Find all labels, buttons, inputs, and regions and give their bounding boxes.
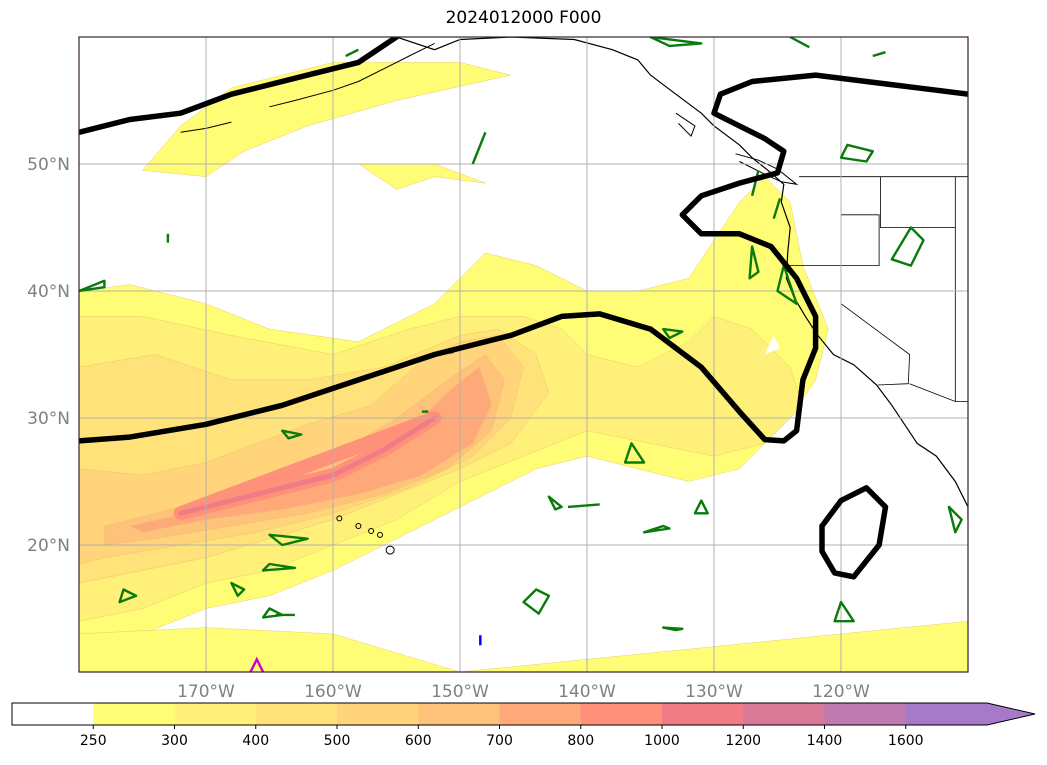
state-border-line bbox=[909, 383, 968, 402]
green-contour bbox=[890, 226, 925, 267]
magenta-contour bbox=[249, 656, 265, 672]
colorbar-tick-label: 1200 bbox=[725, 733, 761, 749]
shaded-region-250 bbox=[358, 163, 486, 190]
green-contour bbox=[230, 581, 246, 597]
state-border-line bbox=[880, 176, 956, 228]
green-contour bbox=[345, 48, 359, 58]
lon-tick-label: 160°W bbox=[304, 682, 362, 702]
green-contour-layer bbox=[79, 37, 963, 672]
black-contour bbox=[819, 485, 889, 580]
map-frame bbox=[78, 36, 969, 673]
colorbar-extend-arrow bbox=[987, 703, 1035, 725]
green-contour bbox=[261, 607, 284, 619]
colorbar-tick-label: 1400 bbox=[807, 733, 843, 749]
map-title: 2024012000 F000 bbox=[445, 8, 602, 28]
black-contour bbox=[79, 72, 968, 444]
shaded-region-250 bbox=[142, 62, 511, 177]
green-contour bbox=[79, 279, 106, 293]
green-contour bbox=[947, 505, 963, 534]
axis-tick-labels: 170°W 160°W 150°W 140°W 130°W 120°W 20°N 30°N 40… bbox=[27, 155, 870, 702]
north-america-coastline bbox=[396, 37, 968, 520]
colorbar-tick-label: 700 bbox=[486, 733, 513, 749]
colorbar-tick-label: 300 bbox=[161, 733, 188, 749]
colorbar-segment bbox=[905, 703, 988, 725]
green-contour bbox=[693, 499, 709, 515]
green-contour bbox=[772, 197, 782, 219]
black-contour bbox=[79, 37, 400, 136]
colorbar: 250 300 400 500 600 700 800 1000 1200 1400 1600 bbox=[11, 702, 1036, 749]
colorbar-segment bbox=[93, 703, 175, 725]
lon-tick-label: 170°W bbox=[177, 682, 235, 702]
green-contour bbox=[750, 170, 760, 197]
state-border-line bbox=[840, 265, 911, 386]
lon-tick-label: 150°W bbox=[431, 682, 489, 702]
colorbar-tick-label: 800 bbox=[567, 733, 594, 749]
lon-tick-label: 120°W bbox=[812, 682, 870, 702]
green-contour bbox=[872, 51, 886, 58]
green-contour bbox=[662, 327, 684, 340]
black-contour-layer bbox=[79, 37, 968, 580]
colorbar-segment bbox=[580, 703, 663, 725]
colorbar-tick-label: 1000 bbox=[644, 733, 680, 749]
clear-patch bbox=[764, 335, 780, 355]
lat-tick-label: 30°N bbox=[27, 409, 70, 429]
colorbar-tick-label: 250 bbox=[80, 733, 107, 749]
green-contour bbox=[623, 442, 646, 464]
lat-tick-label: 50°N bbox=[27, 155, 70, 175]
hawaii-island bbox=[368, 528, 375, 535]
colorbar-segment bbox=[337, 703, 419, 725]
colorbar-segment bbox=[743, 703, 825, 725]
colorbar-segment bbox=[499, 703, 582, 725]
green-contour bbox=[567, 503, 600, 509]
lat-tick-label: 20°N bbox=[27, 536, 70, 556]
lon-tick-label: 140°W bbox=[558, 682, 616, 702]
colorbar-segment bbox=[12, 703, 94, 725]
green-contour bbox=[649, 37, 703, 48]
green-contour bbox=[789, 37, 810, 49]
haida-gwaii bbox=[675, 112, 696, 138]
hawaii-island bbox=[385, 545, 395, 555]
hawaii-island bbox=[355, 522, 362, 529]
green-contour bbox=[833, 600, 855, 623]
colorbar-segment bbox=[824, 703, 907, 725]
green-contour bbox=[662, 626, 684, 632]
green-contour bbox=[471, 131, 487, 165]
green-contour bbox=[261, 562, 297, 572]
colorbar-outline bbox=[11, 702, 1036, 726]
green-contour bbox=[522, 588, 551, 615]
green-contour bbox=[281, 429, 303, 440]
green-contour bbox=[268, 533, 309, 547]
green-contour bbox=[118, 588, 138, 604]
colorbar-tick-label: 1600 bbox=[888, 733, 924, 749]
colorbar-tick-label: 600 bbox=[405, 733, 432, 749]
lon-tick-label: 130°W bbox=[685, 682, 743, 702]
colorbar-tick-label: 400 bbox=[242, 733, 269, 749]
heatmap-fill-layer bbox=[79, 62, 968, 672]
colorbar-tick-label: 500 bbox=[324, 733, 351, 749]
colorbar-segment bbox=[418, 703, 500, 725]
green-contour bbox=[547, 495, 563, 511]
lat-tick-label: 40°N bbox=[27, 282, 70, 302]
green-contour bbox=[839, 143, 874, 163]
green-contour bbox=[642, 524, 671, 534]
green-contour bbox=[748, 245, 760, 280]
alaska-coastline bbox=[269, 42, 435, 108]
hawaii-island bbox=[376, 531, 383, 538]
colorbar-segment bbox=[255, 703, 338, 725]
colorbar-segment bbox=[662, 703, 744, 725]
state-border-line bbox=[787, 176, 880, 267]
hawaii-island bbox=[336, 515, 343, 522]
colorbar-segment bbox=[174, 703, 257, 725]
shaded-region-250 bbox=[79, 621, 968, 672]
green-contour bbox=[776, 264, 798, 305]
